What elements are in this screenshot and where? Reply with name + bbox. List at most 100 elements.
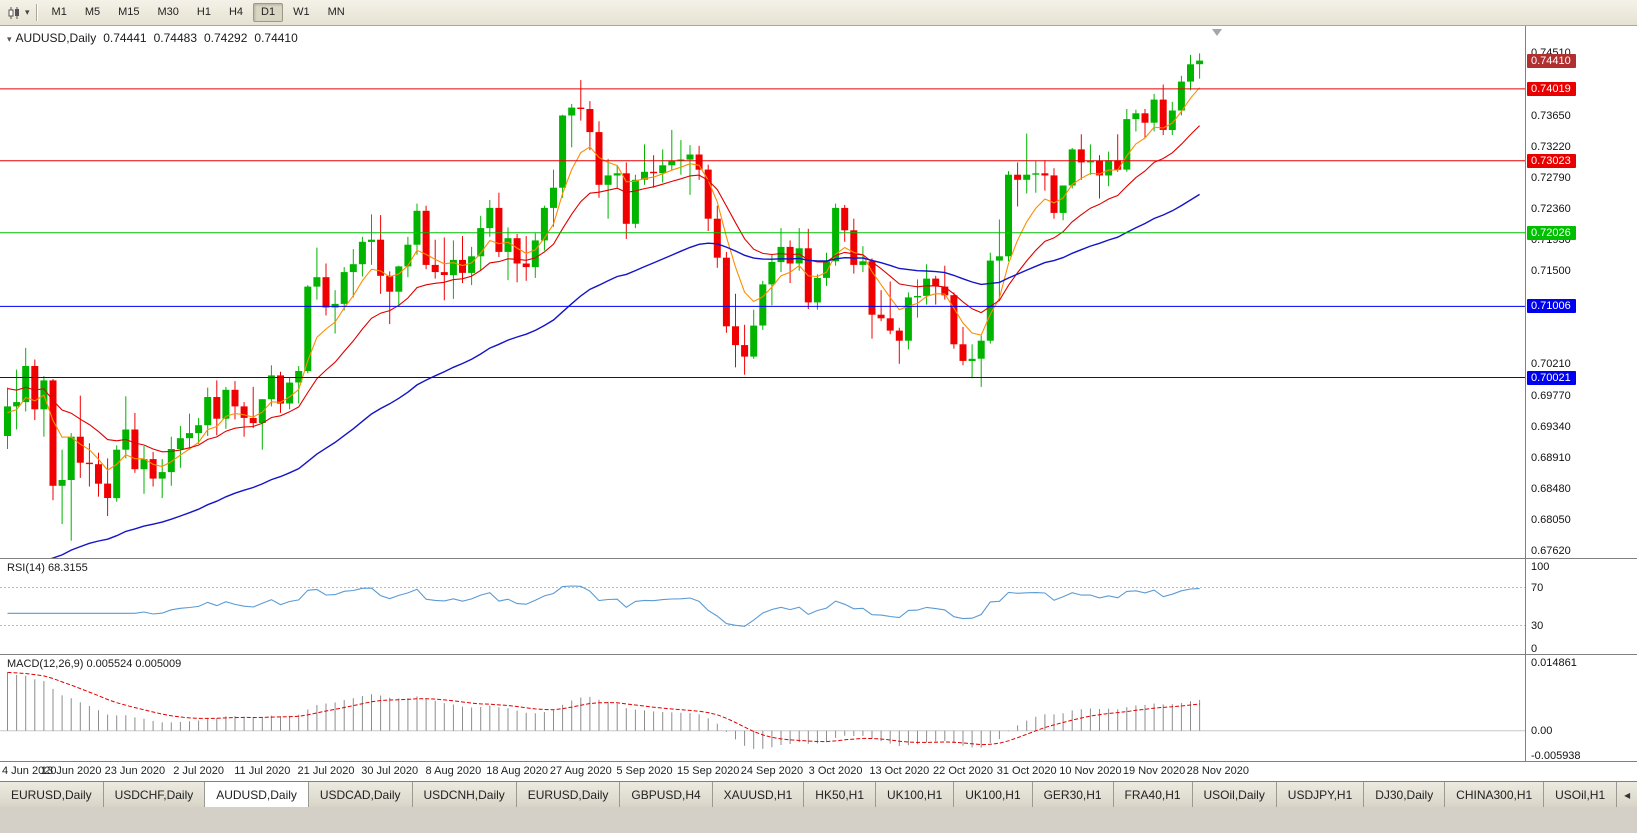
ohlc-open: 0.74441	[103, 31, 147, 45]
rsi-axis-label: 100	[1531, 561, 1550, 573]
price-axis-label: 0.69770	[1531, 389, 1571, 402]
x-axis-label: 10 Nov 2020	[1059, 765, 1122, 777]
chart-type-dropdown-icon[interactable]: ▾	[25, 7, 30, 17]
timeframe-button-m15[interactable]: M15	[118, 6, 140, 18]
price-axis-label: 0.70210	[1531, 357, 1571, 370]
chart-tab[interactable]: FRA40,H1	[1113, 782, 1193, 807]
timeframe-button-m30[interactable]: M30	[157, 6, 179, 18]
timeframe-toolbar: ▾ M1 M5 M15 M30 H1 H4 D1 W1 MN	[0, 0, 1637, 26]
status-strip	[0, 807, 1637, 833]
price-level-badge: 0.74019	[1527, 81, 1576, 96]
x-axis-label: 28 Nov 2020	[1186, 765, 1249, 777]
macd-axis-label: 0.014861	[1531, 657, 1577, 669]
price-axis-label: 0.71500	[1531, 264, 1571, 277]
timeframe-buttons: M1 M5 M15 M30 H1 H4 D1 W1 MN	[43, 3, 354, 22]
x-axis-label: 18 Aug 2020	[486, 765, 548, 777]
price-axis-label: 0.68480	[1531, 482, 1571, 495]
macd-pane[interactable]: MACD(12,26,9) 0.005524 0.005009	[0, 655, 1637, 761]
macd-chart[interactable]	[0, 655, 1525, 761]
price-axis-label: 0.68910	[1531, 451, 1571, 464]
chart-tab[interactable]: CHINA300,H1	[1445, 782, 1545, 807]
candlestick-chart[interactable]	[0, 26, 1525, 558]
chart-tab[interactable]: XAUUSD,H1	[712, 782, 805, 807]
chart-tab[interactable]: GER30,H1	[1032, 782, 1114, 807]
pane-separator	[0, 761, 1637, 762]
pane-separator[interactable]	[0, 654, 1637, 655]
price-pane[interactable]	[0, 26, 1637, 558]
chart-tab[interactable]: USDCAD,Daily	[308, 782, 413, 807]
chart-tab-bar: EURUSD,Daily USDCHF,Daily AUDUSD,Daily USDC…	[0, 781, 1637, 807]
timeframe-button-h1[interactable]: H1	[196, 6, 211, 18]
x-axis-label: 11 Jul 2020	[234, 765, 291, 777]
x-axis-label: 4 Jun 2020	[2, 765, 57, 777]
ohlc-close: 0.74410	[254, 31, 298, 45]
price-axis-label: 0.73220	[1531, 140, 1571, 153]
ohlc-low: 0.74292	[204, 31, 248, 45]
rsi-axis-label: 70	[1531, 581, 1544, 594]
chart-tab[interactable]: USDCHF,Daily	[103, 782, 206, 807]
price-level-badge: 0.70021	[1527, 370, 1576, 385]
chart-tab[interactable]: DJ30,Daily	[1364, 782, 1446, 807]
price-axis-label: 0.69340	[1531, 420, 1571, 433]
x-axis-label: 3 Oct 2020	[808, 765, 863, 777]
pane-separator[interactable]	[0, 558, 1637, 559]
toolbar-separator	[35, 4, 37, 21]
x-axis-label: 27 Aug 2020	[549, 765, 612, 777]
price-axis-label: 0.72790	[1531, 171, 1571, 184]
chart-tab[interactable]: EURUSD,Daily	[516, 782, 621, 807]
x-axis-label: 30 Jul 2020	[361, 765, 419, 777]
price-level-badge: 0.74410	[1527, 53, 1576, 68]
timeframe-button-m1[interactable]: M1	[51, 6, 67, 18]
timeframe-button-mn[interactable]: MN	[327, 6, 345, 18]
timeframe-button-d1[interactable]: D1	[253, 3, 284, 22]
macd-axis-label: -0.005938	[1531, 750, 1581, 762]
chart-tab[interactable]: USOil,Daily	[1192, 782, 1277, 807]
timeframe-button-w1[interactable]: W1	[293, 6, 310, 18]
macd-indicator-label: MACD(12,26,9) 0.005524 0.005009	[7, 658, 182, 670]
macd-axis-label: 0.00	[1531, 724, 1553, 737]
chart-tab[interactable]: USDCNH,Daily	[412, 782, 517, 807]
chart-symbol-label: AUDUSD,Daily	[15, 31, 97, 45]
x-axis-label: 13 Jun 2020	[40, 765, 102, 777]
timeframe-button-h4[interactable]: H4	[228, 6, 244, 18]
x-axis-label: 19 Nov 2020	[1122, 765, 1186, 777]
price-level-badge: 0.73023	[1527, 153, 1576, 168]
time-axis[interactable]: 4 Jun 2020 13 Jun 2020 23 Jun 2020 2 Jul 20…	[0, 762, 1637, 781]
x-axis-label: 2 Jul 2020	[173, 765, 224, 777]
x-axis-label: 8 Aug 2020	[425, 765, 482, 777]
chart-type-icon[interactable]	[5, 5, 24, 21]
chart-tab[interactable]: UK100,H1	[954, 782, 1033, 807]
x-axis-label: 5 Sep 2020	[616, 765, 673, 777]
ohlc-high: 0.74483	[153, 31, 197, 45]
chart-tab[interactable]: USDJPY,H1	[1276, 782, 1365, 807]
chart-shift-marker-icon[interactable]	[1212, 29, 1222, 36]
rsi-axis-label: 30	[1531, 619, 1544, 632]
chart-tab[interactable]: AUDUSD,Daily	[205, 782, 309, 807]
chart-tab[interactable]: USOil,H1	[1544, 782, 1618, 807]
chart-window[interactable]: ▾ AUDUSD,Daily 0.74441 0.74483 0.74292 0.7441…	[0, 26, 1637, 781]
rsi-chart[interactable]	[0, 559, 1525, 654]
x-axis-label: 13 Oct 2020	[869, 765, 930, 777]
chart-tab[interactable]: HK50,H1	[804, 782, 876, 807]
price-level-badge: 0.72026	[1527, 225, 1576, 240]
x-axis-label: 31 Oct 2020	[996, 765, 1057, 777]
price-axis-label: 0.73650	[1531, 109, 1571, 122]
tab-scroll-left-icon[interactable]: ◂	[1617, 782, 1637, 807]
rsi-pane[interactable]: RSI(14) 68.3155	[0, 559, 1637, 654]
rsi-axis-label: 0	[1531, 643, 1538, 655]
x-axis-label: 21 Jul 2020	[297, 765, 355, 777]
chart-tab[interactable]: GBPUSD,H4	[620, 782, 713, 807]
price-axis[interactable]: 0.745100.736500.732200.727900.723600.719…	[1525, 26, 1637, 762]
x-axis-label: 22 Oct 2020	[933, 765, 993, 777]
price-axis-label: 0.68050	[1531, 513, 1571, 526]
x-axis-label: 24 Sep 2020	[740, 765, 804, 777]
chart-menu-arrow-icon[interactable]: ▾	[7, 34, 12, 44]
chart-title: ▾ AUDUSD,Daily 0.74441 0.74483 0.74292 0.7441…	[7, 31, 298, 45]
chart-tab[interactable]: EURUSD,Daily	[0, 782, 104, 807]
chart-tab[interactable]: UK100,H1	[875, 782, 955, 807]
rsi-indicator-label: RSI(14) 68.3155	[7, 562, 88, 574]
price-axis-label: 0.72360	[1531, 202, 1571, 215]
x-axis-label: 23 Jun 2020	[104, 765, 166, 777]
timeframe-button-m5[interactable]: M5	[84, 6, 101, 18]
x-axis-label: 15 Sep 2020	[676, 765, 740, 777]
